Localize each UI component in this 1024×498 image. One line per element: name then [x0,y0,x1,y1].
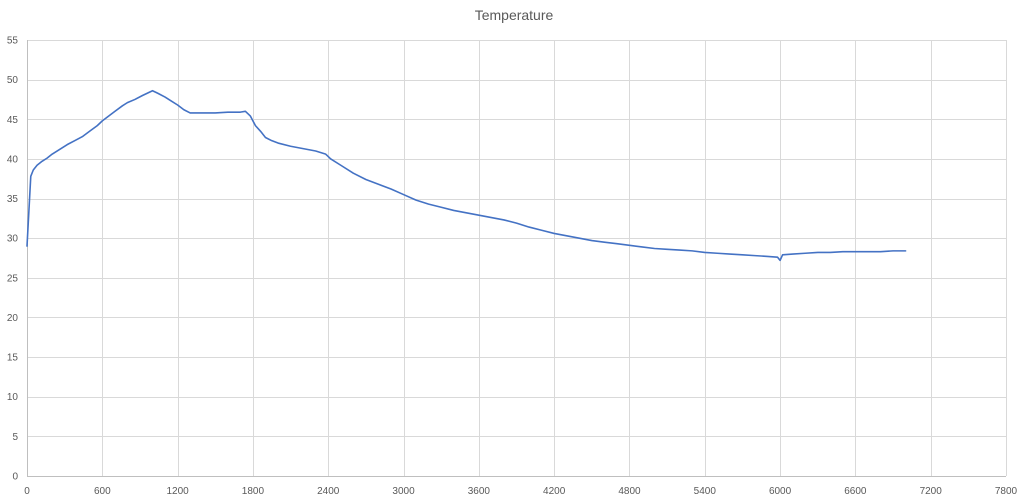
series-layer [26,89,907,262]
y-tick-label: 20 [7,313,19,324]
x-tick-label: 3600 [468,486,491,497]
y-tick-label: 10 [7,392,19,403]
x-tick-label: 6600 [844,486,867,497]
y-tick-label: 55 [7,36,19,47]
x-axis-tick-labels: 0 600 1200 1800 2400 3000 3600 4200 4800 5400 6000… [24,486,1017,497]
x-tick-label: 4800 [618,486,641,497]
chart-title: Temperature [475,7,554,23]
y-tick-label: 15 [7,353,19,364]
y-tick-label: 35 [7,194,19,205]
y-tick-label: 50 [7,75,19,86]
x-tick-label: 4200 [543,486,566,497]
y-tick-label: 0 [12,472,18,483]
y-tick-label: 40 [7,154,19,165]
x-tick-label: 1200 [166,486,189,497]
x-tick-label: 0 [24,486,30,497]
temperature-series-line [26,89,907,262]
x-tick-label: 600 [94,486,111,497]
y-tick-label: 45 [7,115,19,126]
y-axis-tick-labels: 0 5 10 15 20 25 30 35 40 45 50 55 [7,36,19,483]
y-tick-label: 25 [7,273,19,284]
x-tick-label: 6000 [769,486,792,497]
axes [27,40,1006,477]
x-tick-label: 7200 [920,486,943,497]
x-tick-label: 5400 [694,486,717,497]
x-tick-label: 1800 [242,486,265,497]
x-tick-label: 3000 [392,486,415,497]
y-tick-label: 30 [7,234,19,245]
x-tick-label: 2400 [317,486,340,497]
x-tick-label: 7800 [995,486,1018,497]
y-tick-label: 5 [12,432,18,443]
grid [27,40,1007,476]
